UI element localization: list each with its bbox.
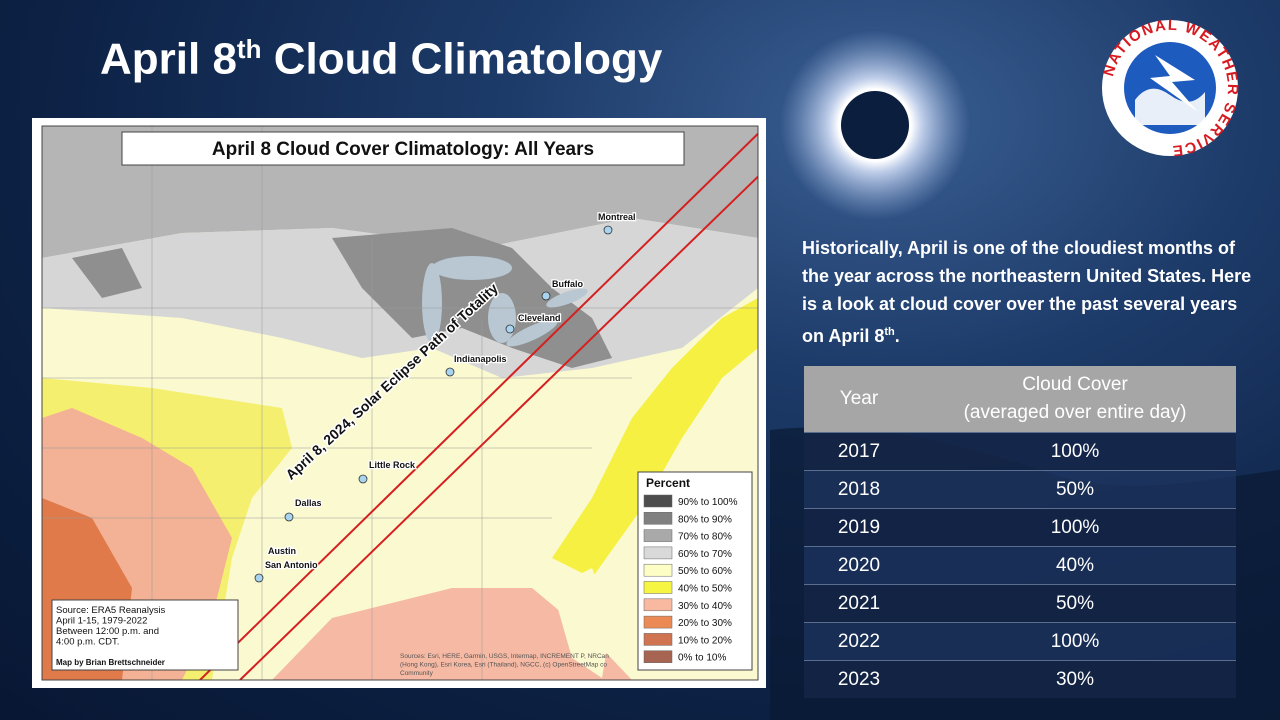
legend-swatch	[643, 615, 673, 629]
legend-swatch	[643, 512, 673, 525]
legend-label: 50% to 60%	[678, 566, 732, 577]
attribution-line: Community	[400, 670, 434, 677]
city-label: San Antonio	[265, 560, 318, 570]
year-cell: 2019	[804, 508, 914, 547]
legend-label: 60% to 70%	[678, 549, 732, 560]
city-dot	[254, 573, 264, 583]
map-title: April 8 Cloud Cover Climatology: All Yea…	[212, 139, 594, 160]
city-label: Dallas	[295, 498, 322, 508]
source-line: April 1-15, 1979-2022	[56, 616, 147, 627]
table-row: 2023 30%	[804, 660, 1236, 698]
path-edge	[239, 175, 758, 680]
cloud-cover-cell: 100%	[914, 622, 1236, 661]
legend-swatch	[643, 529, 673, 542]
legend-label: 10% to 20%	[678, 635, 732, 646]
cloud-cover-cell: 100%	[914, 432, 1236, 471]
header-cell: Year	[804, 366, 914, 433]
table-row: 2022 100%	[804, 622, 1236, 661]
legend-label: 90% to 100%	[678, 497, 738, 508]
attribution-line: Sources: Esri, HERE, Garmin, USGS, Inter…	[400, 653, 609, 660]
path-edge	[199, 132, 758, 680]
header-cell: Cloud Cover (averaged over entire day)	[914, 366, 1236, 433]
table-row: 2018 50%	[804, 470, 1236, 509]
table-row: 2021 50%	[804, 584, 1236, 623]
legend-swatch	[643, 494, 673, 508]
city-label: Austin	[268, 546, 296, 556]
cloud-cover-cell: 50%	[914, 584, 1236, 623]
year-cell: 2018	[804, 470, 914, 509]
map-panel: Montreal Buffalo Cleveland Indianapolis Litt…	[32, 118, 766, 688]
credit: Map by Brian Brettschneider	[56, 658, 165, 667]
description: Historically, April is one of the cloudi…	[802, 238, 1252, 346]
map-title-box	[121, 131, 685, 166]
city-dot	[284, 512, 294, 522]
legend-swatch	[643, 581, 673, 594]
attribution: Sources: Esri, HERE, Garmin, USGS, Inter…	[400, 653, 609, 677]
year-cell: 2020	[804, 546, 914, 585]
legend-label: 20% to 30%	[678, 618, 732, 629]
source-box	[51, 599, 239, 671]
year-cell: 2017	[804, 432, 914, 471]
source-line: Between 12:00 p.m. and	[56, 626, 159, 637]
table-row: 2017 100%	[804, 432, 1236, 471]
city-dot	[505, 324, 515, 334]
city-label: Indianapolis	[454, 354, 507, 364]
legend-label: 0% to 10%	[678, 653, 726, 664]
year-cell: 2021	[804, 584, 914, 623]
cloud-cover-cell: 50%	[914, 470, 1236, 509]
table-row: 2020 40%	[804, 546, 1236, 585]
map-shading	[42, 126, 758, 680]
city-label: Montreal	[598, 212, 636, 222]
legend-title: Percent	[646, 476, 690, 490]
legend: 90% to 100% 80% to 90% 70% to 80% 60% to 70…	[643, 494, 738, 664]
city-dot	[445, 367, 455, 377]
year-cell: 2023	[804, 660, 914, 698]
legend-label: 80% to 90%	[678, 514, 732, 525]
year-cell: 2022	[804, 622, 914, 661]
attribution-line: (Hong Kong), Esri Korea, Esri (Thailand)…	[400, 662, 607, 669]
cities: Montreal Buffalo Cleveland Indianapolis Litt…	[254, 211, 637, 583]
legend-label: 70% to 80%	[678, 532, 732, 543]
legend-label: 40% to 50%	[678, 584, 732, 595]
header-row: Year Cloud Cover (averaged over entire da…	[804, 366, 1236, 433]
source-line: 4:00 p.m. CDT.	[56, 637, 119, 648]
city-label: Cleveland	[518, 313, 561, 323]
legend-swatch	[643, 598, 673, 612]
city-dot	[358, 474, 368, 484]
nws-logo: NATIONAL WEATHER SERVICE	[1100, 17, 1239, 159]
cloud-table: Year Cloud Cover (averaged over entire da…	[804, 366, 1236, 698]
city-dot	[603, 225, 613, 235]
cloud-cover-cell: 40%	[914, 546, 1236, 585]
source-line: Source: ERA5 Reanalysis	[56, 605, 166, 616]
slide-title: April 8th Cloud Climatology	[100, 34, 663, 84]
legend-swatch	[643, 546, 673, 560]
city-label: Buffalo	[552, 279, 583, 289]
eclipse-moon	[841, 91, 909, 159]
city-dot	[541, 291, 551, 301]
header-note: (averaged over entire day)	[963, 402, 1187, 423]
legend-swatch	[643, 633, 673, 646]
cloud-cover-cell: 100%	[914, 508, 1236, 547]
table-row: 2019 100%	[804, 508, 1236, 547]
legend-swatch	[643, 563, 673, 577]
cloud-cover-cell: 30%	[914, 660, 1236, 698]
legend-swatch	[643, 650, 673, 663]
legend-label: 30% to 40%	[678, 601, 732, 612]
city-label: Little Rock	[369, 460, 416, 470]
header-text: Cloud Cover	[1022, 374, 1128, 395]
